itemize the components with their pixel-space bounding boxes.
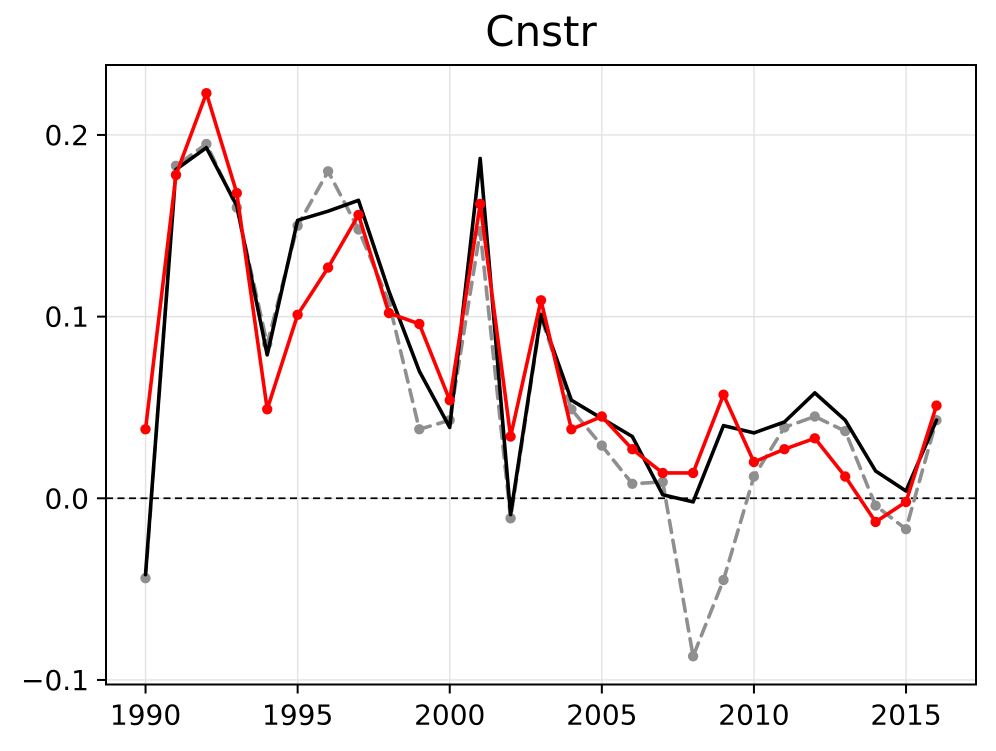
series-red-markers-marker [596, 411, 607, 422]
x-tick-label: 2005 [566, 699, 637, 732]
series-black-solid-line [143, 145, 939, 577]
series-gray-dashed-marker [627, 478, 638, 489]
x-tick-label: 2010 [718, 699, 789, 732]
x-tick-label: 1995 [262, 699, 333, 732]
series-red-markers-marker [779, 444, 790, 455]
series-gray-dashed-marker [900, 524, 912, 535]
series-gray-dashed-marker [322, 166, 334, 177]
series-gray-dashed-marker [840, 425, 851, 437]
series-gray-dashed-marker [718, 574, 729, 586]
series-red-markers-marker [657, 467, 668, 479]
series-red-markers-marker [292, 309, 303, 320]
series-red-markers-marker [262, 404, 273, 415]
series-red-markers-marker [444, 395, 455, 406]
series-gray-dashed-marker [748, 471, 760, 482]
series-gray-dashed-marker [596, 440, 607, 451]
x-tick-label: 2015 [870, 699, 941, 732]
series-red-markers-marker [718, 389, 729, 400]
series-gray-dashed-marker [687, 651, 699, 662]
series-red-markers-marker [322, 262, 334, 273]
series-red-markers-marker [140, 424, 151, 435]
y-tick-label: −0.1 [21, 664, 89, 697]
series-red-markers-marker [870, 516, 881, 528]
series-red-markers-marker [231, 187, 242, 199]
series-gray-dashed-marker [414, 424, 425, 435]
series-red-markers-line [143, 91, 939, 524]
series-red-markers-marker [931, 400, 942, 411]
series-red-markers-marker [566, 424, 577, 435]
y-tick-label: 0.1 [44, 301, 89, 334]
y-tick-label: 0.0 [44, 482, 89, 515]
series-red-markers-marker [414, 318, 425, 330]
series-red-markers-marker [353, 209, 364, 221]
plot-border [105, 64, 977, 686]
series-red-markers-marker [687, 467, 699, 479]
series-red-markers-marker [900, 496, 912, 508]
series-red-markers-marker [201, 88, 212, 99]
chart-title: Cnstr [485, 7, 597, 56]
series-red-markers-marker [505, 431, 516, 442]
axes-layer [97, 64, 977, 694]
series-red-markers-marker [809, 433, 820, 444]
x-tick-label: 1990 [110, 699, 181, 732]
grid-layer [106, 65, 976, 685]
series-red-markers-marker [535, 295, 547, 306]
series-layer [140, 88, 942, 662]
series-red-markers-marker [383, 307, 395, 319]
y-tick-label: 0.2 [44, 119, 89, 152]
series-gray-dashed-marker [657, 476, 668, 488]
series-red-markers-marker [627, 444, 638, 455]
series-gray-dashed-marker [870, 500, 881, 511]
tick-label-layer: 1990 1995 2000 2005 2010 2015 −0.1 0.0 0.1 0.2 [21, 119, 942, 732]
series-gray-dashed-marker [505, 513, 516, 524]
series-gray-dashed-marker [201, 138, 212, 150]
series-gray-dashed-marker [809, 411, 820, 422]
series-red-markers-marker [475, 198, 486, 210]
series-red-markers-marker [170, 169, 182, 181]
series-red-markers-marker [840, 471, 851, 482]
x-tick-label: 2000 [414, 699, 485, 732]
series-gray-dashed-marker [140, 573, 151, 584]
series-red-markers-marker [748, 456, 760, 468]
